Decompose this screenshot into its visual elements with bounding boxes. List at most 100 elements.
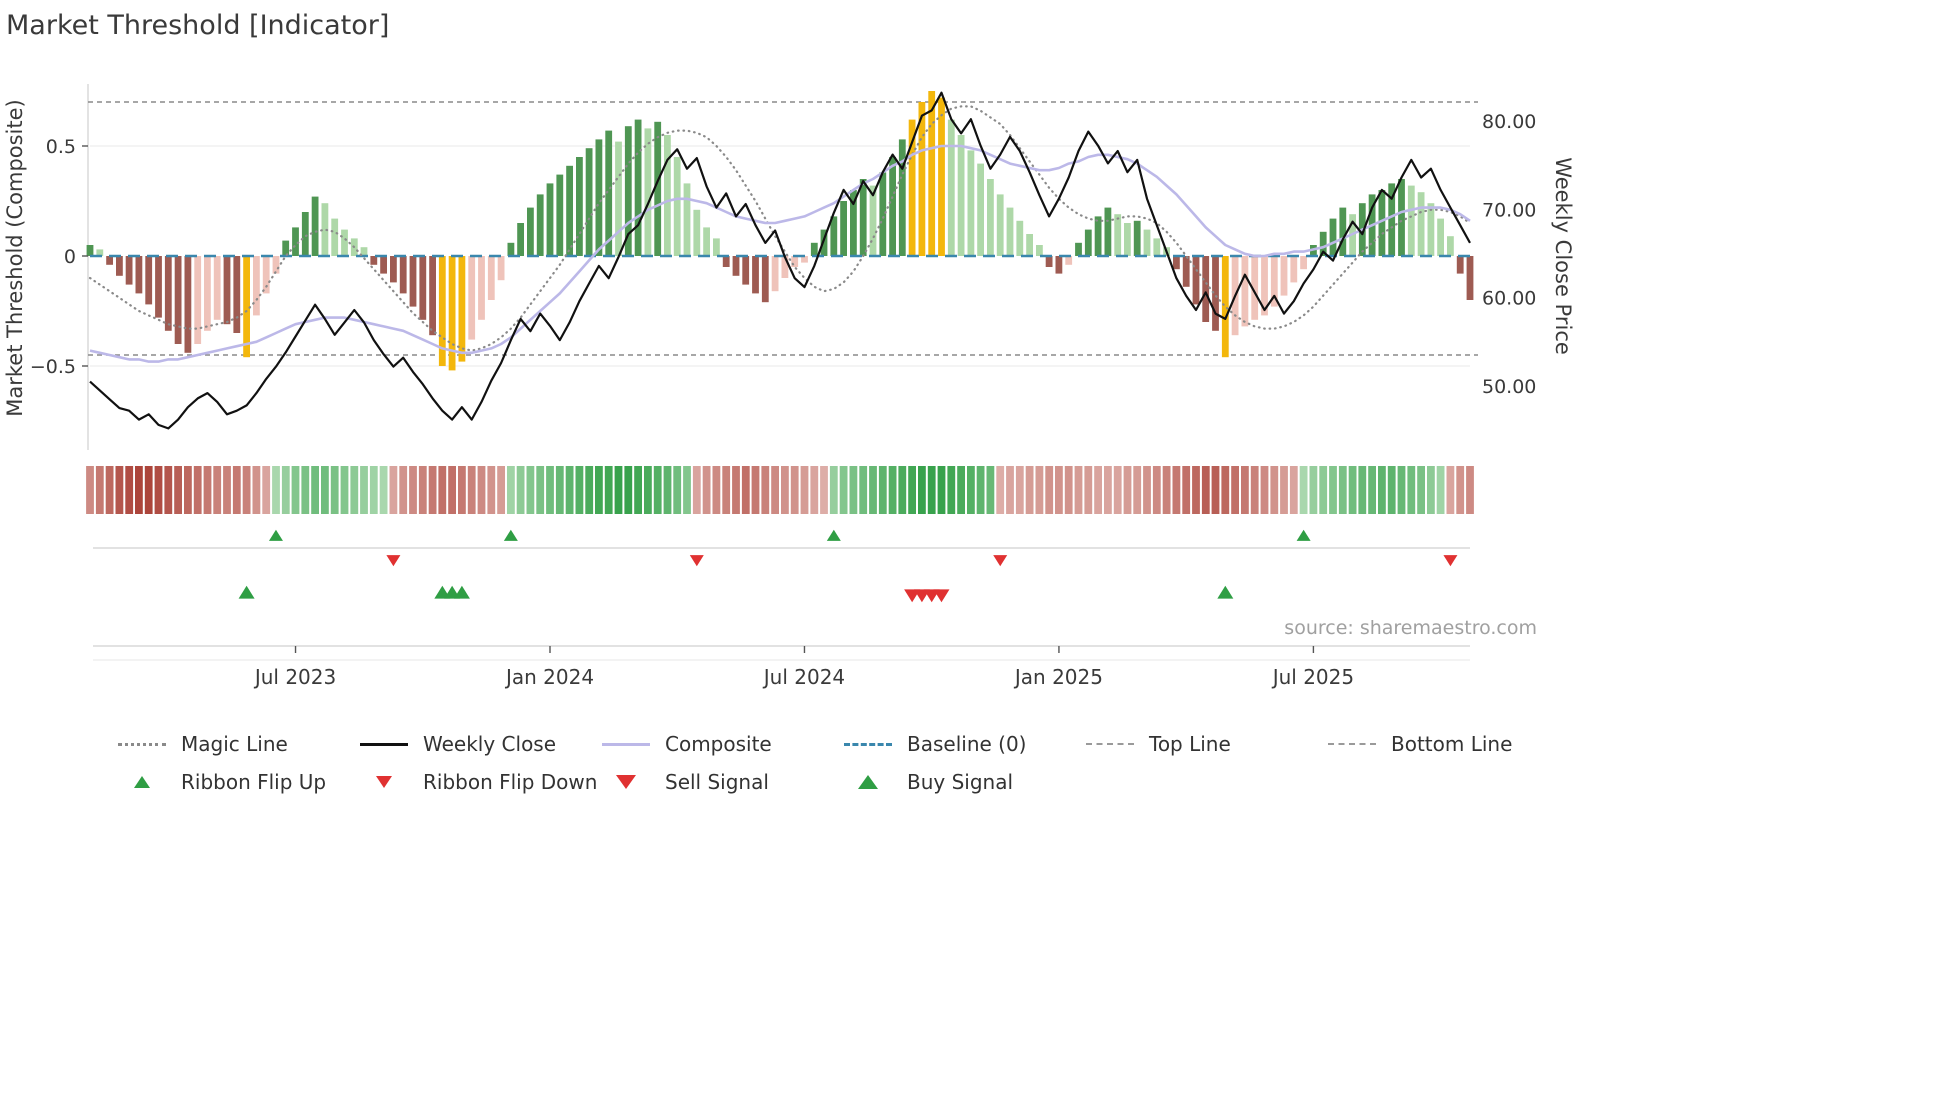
indicator-bar — [1261, 256, 1268, 316]
indicator-bar — [1398, 179, 1405, 256]
ribbon-flip-down-marker — [993, 555, 1008, 567]
indicator-bar — [605, 130, 613, 256]
x-tick-label: Jan 2024 — [504, 665, 594, 689]
indicator-bar — [106, 256, 113, 265]
ribbon-cell — [458, 466, 466, 514]
ribbon-cell — [1064, 466, 1073, 514]
ribbon-cell — [1201, 466, 1210, 514]
ribbon-flip-down-marker — [1443, 555, 1458, 567]
indicator-bar — [1329, 218, 1337, 256]
ribbon-cell — [1348, 466, 1357, 514]
ribbon-cell — [624, 466, 633, 514]
indicator-bar — [145, 256, 153, 305]
ribbon-cell — [967, 466, 975, 514]
dotted-line-swatch — [118, 742, 166, 746]
legend-label-baseline: Baseline (0) — [907, 732, 1027, 756]
ribbon-cell — [418, 466, 427, 514]
ribbon-cell — [810, 466, 819, 514]
indicator-bar — [791, 256, 799, 267]
ribbon-flip-up-marker — [826, 529, 841, 541]
indicator-bar — [722, 256, 730, 267]
ribbon-cell — [1182, 466, 1191, 514]
indicator-bar — [360, 247, 368, 256]
indicator-bar — [1290, 256, 1298, 283]
ribbon-cell — [95, 466, 104, 514]
indicator-bar — [184, 256, 192, 353]
page: Market Threshold [Indicator] 0.5 0 −0.5 80.… — [0, 8, 1960, 1110]
indicator-bar — [331, 218, 339, 256]
buy-signal-marker — [238, 585, 255, 599]
indicator-bar — [1143, 229, 1151, 256]
legend-item-ribbon-flip-up: Ribbon Flip Up — [118, 770, 360, 794]
ribbon-cell — [1368, 466, 1376, 514]
ribbon-cell — [516, 466, 525, 514]
ribbon-cell — [507, 466, 515, 514]
dashed-line-swatch — [1328, 743, 1376, 745]
indicator-bar — [1153, 238, 1161, 256]
ribbon-cell — [291, 466, 300, 514]
indicator-bar — [301, 212, 309, 256]
ribbon-cell — [722, 466, 731, 514]
indicator-bar — [879, 172, 887, 256]
indicator-bar — [801, 256, 808, 263]
x-tick-label: Jul 2023 — [253, 665, 336, 689]
legend-item-buy-signal: Buy Signal — [844, 770, 1086, 794]
ribbon-cell — [1055, 466, 1063, 514]
ribbon-cell — [115, 466, 124, 514]
ribbon-cell — [1436, 466, 1445, 514]
indicator-bar — [125, 256, 133, 285]
ribbon-cell — [135, 466, 143, 514]
indicator-bar — [1124, 223, 1131, 256]
indicator-bar — [742, 256, 750, 285]
indicator-bar — [321, 203, 329, 256]
ribbon-cell — [223, 466, 231, 514]
indicator-bar — [546, 183, 554, 256]
ribbon-cell — [1466, 466, 1474, 514]
indicator-bar — [918, 102, 926, 256]
indicator-bar — [771, 256, 779, 292]
indicator-bar — [1182, 256, 1190, 287]
ribbon-cell — [1152, 466, 1161, 514]
x-tick-label: Jan 2025 — [1013, 665, 1103, 689]
indicator-bar — [155, 256, 162, 318]
indicator-bar — [820, 229, 828, 256]
ribbon-cell — [184, 466, 192, 514]
ribbon-cell — [1074, 466, 1083, 514]
ribbon-cell — [644, 466, 652, 514]
ribbon-cell — [1446, 466, 1455, 514]
legend-label-sell-signal: Sell Signal — [665, 770, 769, 794]
dashed-line-swatch — [844, 742, 892, 746]
ribbon-cell — [781, 466, 789, 514]
indicator-bar — [399, 256, 407, 294]
ribbon-cell — [105, 466, 114, 514]
indicator-bar — [732, 256, 740, 276]
indicator-bar — [1221, 256, 1229, 358]
indicator-bar — [243, 256, 250, 358]
indicator-bar — [1075, 242, 1082, 256]
ribbon-cell — [389, 466, 398, 514]
ribbon-cell — [653, 466, 662, 514]
solid-line-swatch — [602, 742, 650, 746]
ribbon-cell — [859, 466, 868, 514]
legend-label-composite: Composite — [665, 732, 772, 756]
legend-item-ribbon-flip-down: Ribbon Flip Down — [360, 770, 602, 794]
ribbon-cell — [996, 466, 1005, 514]
ribbon-cell — [497, 466, 505, 514]
ribbon-cell — [888, 466, 897, 514]
indicator-bar — [194, 256, 202, 344]
ribbon-cell — [232, 466, 241, 514]
legend-item-sell-signal: Sell Signal — [602, 770, 844, 794]
ribbon-cell — [399, 466, 408, 514]
ribbon-cell — [1329, 466, 1337, 514]
buy-signal-marker — [1217, 585, 1234, 599]
indicator-bar — [683, 183, 691, 256]
ribbon-cell — [869, 466, 877, 514]
legend-item-magic-line: Magic Line — [118, 732, 360, 756]
ribbon-cell — [1417, 466, 1425, 514]
ribbon-cell — [1260, 466, 1269, 514]
ribbon-cell — [878, 466, 887, 514]
indicator-bar — [908, 119, 916, 256]
ribbon-cell — [272, 466, 280, 514]
ribbon-cell — [448, 466, 456, 514]
indicator-bar — [1084, 229, 1092, 256]
